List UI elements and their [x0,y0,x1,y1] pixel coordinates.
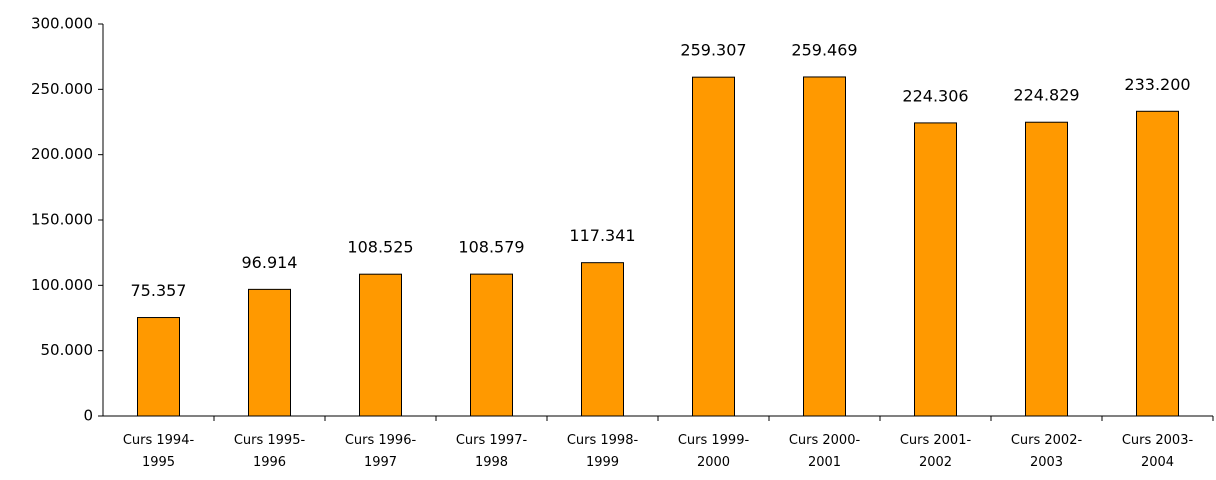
value-label: 259.307 [680,41,746,60]
y-tick-label: 0 [83,407,93,425]
value-label: 108.579 [458,238,524,257]
bar [914,122,957,417]
value-label: 224.306 [902,86,968,105]
x-tick-label: Curs 2001-2002 [900,433,972,470]
bar [248,288,291,417]
x-tick-label: Curs 2002-2003 [1011,433,1083,470]
bar [692,76,735,417]
x-tick-label: Curs 1997-1998 [456,433,528,470]
value-label: 233.200 [1124,75,1190,94]
bar [137,317,180,417]
bar [1025,121,1068,417]
value-label: 259.469 [791,40,857,59]
x-tick-label: Curs 2000-2001 [789,433,861,470]
bar [581,262,624,417]
y-tick-label: 50.000 [41,341,94,359]
bar [1136,110,1179,417]
bar [803,76,846,417]
y-tick-label: 100.000 [31,276,93,294]
x-tick-label: Curs 2003-2004 [1122,433,1194,470]
y-tick-label: 200.000 [31,145,93,163]
x-tick-label: Curs 1995-1996 [234,433,306,470]
y-tick-label: 300.000 [31,15,93,33]
value-label: 108.525 [347,238,413,257]
x-tick-label: Curs 1999-2000 [678,433,750,470]
value-label: 96.914 [242,253,298,272]
y-tick-label: 150.000 [31,211,93,229]
x-tick-label: Curs 1994-1995 [123,433,195,470]
x-tick-label: Curs 1996-1997 [345,433,417,470]
value-label: 224.829 [1013,86,1079,105]
bar [470,273,513,417]
value-label: 117.341 [569,226,635,245]
x-tick-label: Curs 1998-1999 [567,433,639,470]
y-tick-label: 250.000 [31,80,93,98]
value-label: 75.357 [131,281,187,300]
bar [359,273,402,417]
